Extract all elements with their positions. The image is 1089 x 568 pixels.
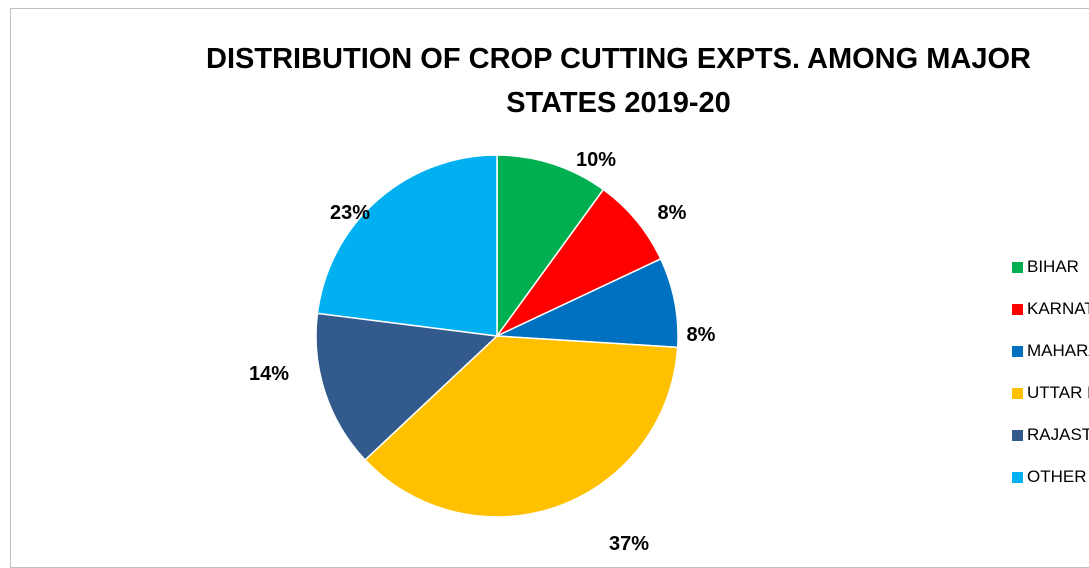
data-label-rajasthan: 14% [249,363,289,385]
legend-item-bihar: BIHAR [1012,257,1079,277]
legend-item-rajasthan: RAJASTHAN [1012,425,1089,445]
legend-label: BIHAR [1027,257,1079,276]
legend-item-other: OTHER [1012,467,1087,487]
legend-label: OTHER [1027,467,1087,486]
legend-swatch [1012,471,1023,483]
pie-slice-bihar [496,154,605,339]
pie-slice-karnataka [496,188,662,337]
chart-title-line-2: STATES 2019-20 [506,87,731,119]
data-label-karnataka: 8% [658,202,687,224]
legend-swatch [1012,345,1023,357]
legend-label: UTTAR PRADESH [1027,383,1089,402]
legend-swatch [1012,387,1023,399]
legend-item-maharashtra: MAHARASHTRA [1012,341,1089,361]
legend-item-uttar-pradesh: UTTAR PRADESH [1012,383,1089,403]
pie-slice-rajasthan [315,312,499,461]
chart-title: DISTRIBUTION OF CROP CUTTING EXPTS. AMON… [11,37,1089,125]
legend-label: KARNATAKA [1027,299,1089,318]
pie-chart: 10% 8% 8% 37% 14% 23% [249,149,716,555]
pie-slice-maharashtra [496,257,679,349]
data-label-maharashtra: 8% [687,324,716,346]
legend-item-karnataka: KARNATAKA [1012,299,1089,319]
chart-area: DISTRIBUTION OF CROP CUTTING EXPTS. AMON… [10,8,1089,568]
legend-label: MAHARASHTRA [1027,341,1089,360]
pie-slice-other [316,154,498,337]
data-label-other: 23% [330,202,370,224]
data-label-uttar-pradesh: 37% [609,533,649,555]
data-label-bihar: 10% [576,149,616,171]
legend-swatch [1012,261,1023,273]
pie-slice-uttar-pradesh [363,335,679,518]
chart-title-line-1: DISTRIBUTION OF CROP CUTTING EXPTS. AMON… [206,43,1031,75]
legend-swatch [1012,303,1023,315]
legend-swatch [1012,429,1023,441]
legend-label: RAJASTHAN [1027,425,1089,444]
